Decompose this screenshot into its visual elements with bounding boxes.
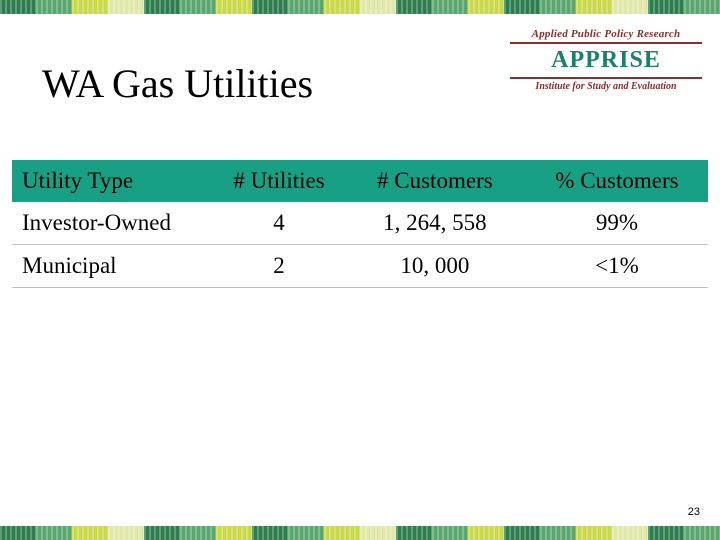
apprise-logo: Applied Public Policy Research APPRISE I… [510,28,702,100]
cell-num-utilities: 4 [214,202,343,245]
decorative-stripe-bottom [0,526,720,540]
utilities-table-wrap: Utility Type # Utilities # Customers % C… [12,160,708,288]
col-header-num-utilities: # Utilities [214,160,343,202]
col-header-pct-customers: % Customers [526,160,708,202]
utilities-table: Utility Type # Utilities # Customers % C… [12,160,708,288]
page-title: WA Gas Utilities [42,60,313,107]
col-header-utility-type: Utility Type [12,160,214,202]
logo-brand: APPRISE [510,42,702,79]
title-area: WA Gas Utilities [42,60,313,107]
cell-num-customers: 1, 264, 558 [344,202,526,245]
table-header-row: Utility Type # Utilities # Customers % C… [12,160,708,202]
col-header-num-customers: # Customers [344,160,526,202]
cell-utility-type: Municipal [12,245,214,288]
table-row: Investor-Owned 4 1, 264, 558 99% [12,202,708,245]
decorative-stripe-top [0,0,720,14]
cell-num-utilities: 2 [214,245,343,288]
cell-pct-customers: <1% [526,245,708,288]
page-number: 23 [688,506,700,518]
cell-utility-type: Investor-Owned [12,202,214,245]
table-row: Municipal 2 10, 000 <1% [12,245,708,288]
logo-arc-bot: Institute for Study and Evaluation [510,81,702,92]
cell-pct-customers: 99% [526,202,708,245]
cell-num-customers: 10, 000 [344,245,526,288]
logo-arc-top: Applied Public Policy Research [510,28,702,40]
